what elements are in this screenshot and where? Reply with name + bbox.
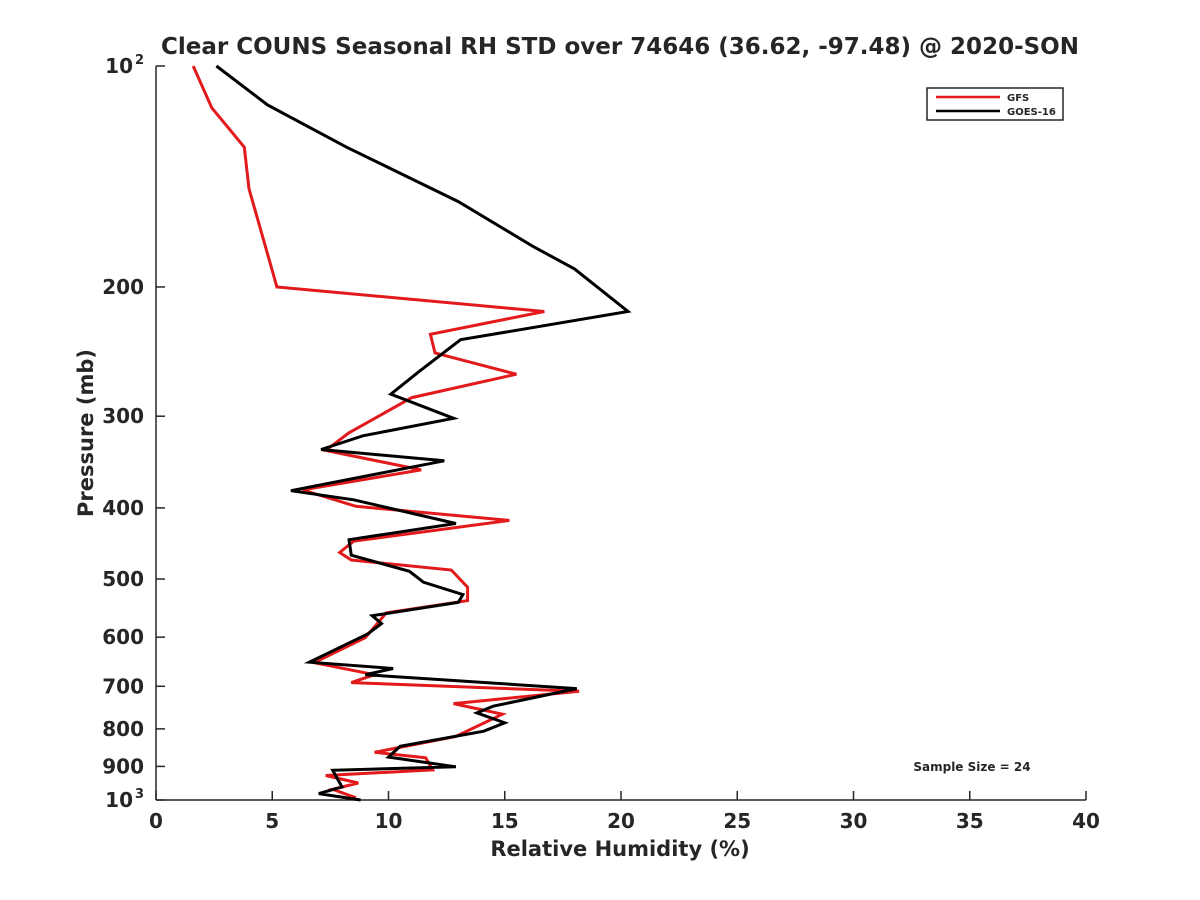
y-tick-label-1000: 10	[105, 788, 133, 812]
y-tick-label-800: 800	[102, 717, 144, 741]
series-line-goes-16	[215, 64, 632, 802]
sample-size-annotation: Sample Size = 24	[913, 760, 1030, 774]
x-tick-label-15: 15	[491, 809, 519, 833]
y-tick-label-100: 10	[105, 54, 133, 78]
y-tick-exponent-1000: 3	[135, 787, 144, 802]
y-tick-label-600: 600	[102, 625, 144, 649]
x-tick-label-10: 10	[375, 809, 403, 833]
legend-box	[926, 87, 1064, 121]
x-axis-label: Relative Humidity (%)	[490, 837, 749, 861]
legend-label-gfs: GFS	[1007, 93, 1029, 104]
legend-label-goes-16: GOES-16	[1007, 107, 1056, 118]
x-tick-label-25: 25	[723, 809, 751, 833]
y-tick-label-900: 900	[102, 754, 144, 778]
x-tick-label-20: 20	[607, 809, 635, 833]
y-tick-label-200: 200	[102, 275, 144, 299]
y-tick-label-400: 400	[102, 496, 144, 520]
x-tick-label-0: 0	[149, 809, 163, 833]
y-tick-label-700: 700	[102, 674, 144, 698]
x-tick-label-40: 40	[1072, 809, 1100, 833]
legend: GFS GOES-16	[926, 87, 1064, 121]
y-axis-label: Pressure (mb)	[74, 349, 98, 517]
x-tick-label-5: 5	[265, 809, 279, 833]
x-tick-label-35: 35	[956, 809, 984, 833]
x-tick-label-30: 30	[840, 809, 868, 833]
y-tick-exponent-100: 2	[135, 53, 144, 68]
chart-title: Clear COUNS Seasonal RH STD over 74646 (…	[161, 34, 1079, 60]
y-tick-label-300: 300	[102, 404, 144, 428]
y-tick-label-500: 500	[102, 567, 144, 591]
